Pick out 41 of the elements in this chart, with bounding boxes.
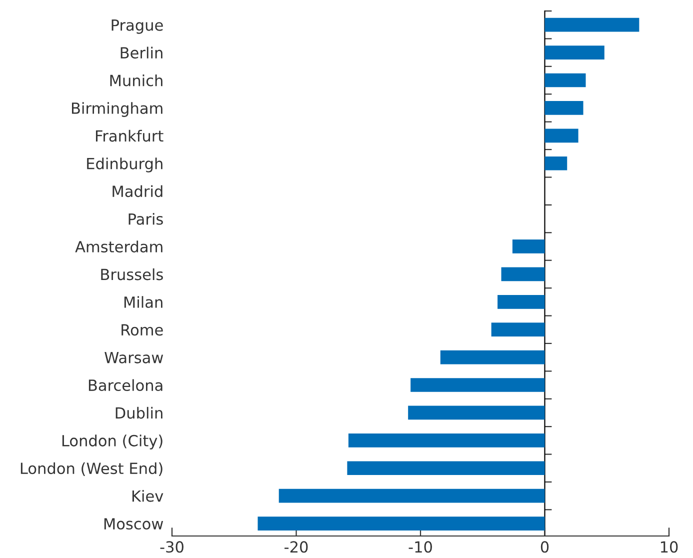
bar [408,406,545,420]
bar [278,488,545,503]
bar [440,350,545,364]
bar [544,128,578,143]
bar [501,267,545,282]
bar [258,516,545,530]
x-tick-label: 0 [540,541,549,553]
bar [544,101,584,115]
x-tick-label: -10 [408,541,432,553]
y-tick-label: Amsterdam [75,240,162,253]
y-tick-label: Milan [124,296,162,308]
y-tick-label: Paris [128,212,163,225]
y-tick-label: Madrid [112,185,162,198]
y-tick-label: Rome [122,324,163,336]
bar [498,294,545,309]
bar [544,73,586,88]
x-tick-label: 10 [660,541,678,553]
y-tick-label: Dublin [116,406,162,419]
y-tick-label: Birmingham [72,102,162,117]
y-tick-label: Prague [112,20,163,34]
bar [512,240,545,254]
y-tick-label: Berlin [120,46,162,59]
y-tick-label: Edinburgh [87,158,162,172]
y-tick-label: Brussels [101,268,163,280]
bar [544,46,604,60]
bar [410,378,545,392]
y-tick-label: Frankfurt [96,130,164,142]
bar [491,322,545,337]
bar [544,156,568,170]
x-tick-label: -30 [160,541,184,553]
y-tick-label: Warsaw [104,352,164,364]
x-tick-label: -20 [284,541,308,553]
bar [544,18,640,32]
y-tick-label: London (West End) [20,462,162,476]
bar [347,461,545,476]
y-tick-label: Munich [110,74,162,86]
y-tick-label: Moscow [104,518,164,530]
y-tick-label: London (City) [62,434,162,450]
bar [348,433,545,448]
y-tick-label: Kiev [132,490,164,502]
y-tick-label: Barcelona [88,379,162,392]
